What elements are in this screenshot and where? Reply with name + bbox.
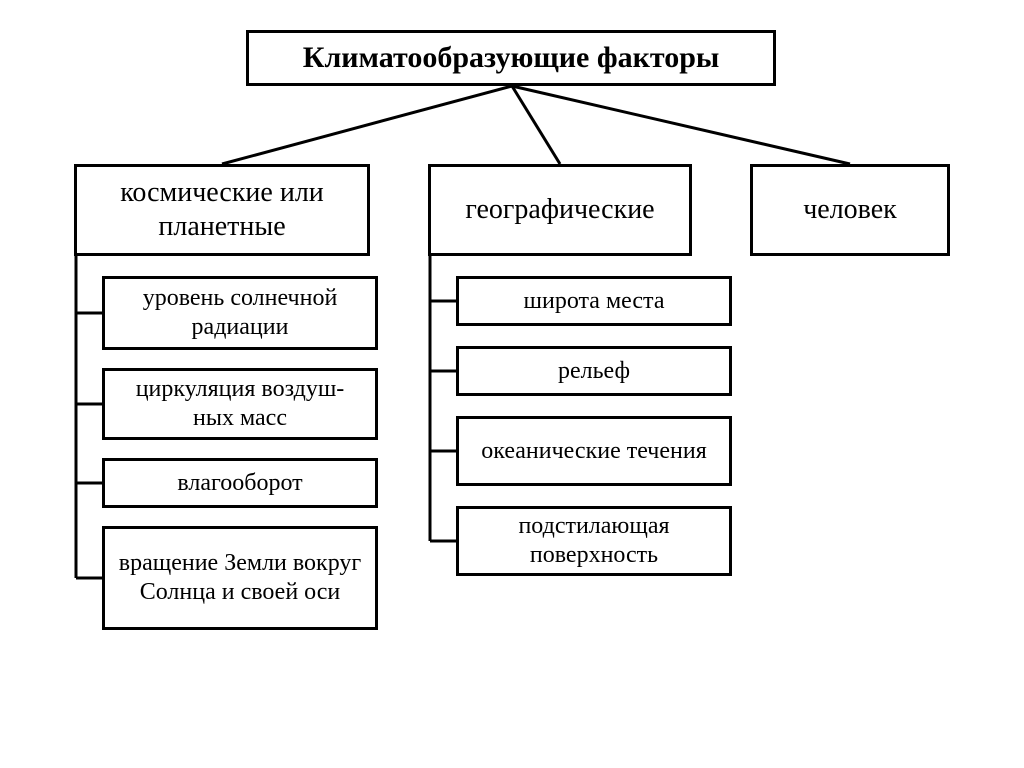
item-geographic-3: подстилающая поверхность	[456, 506, 732, 576]
item-cosmic-3: вращение Земли вокруг Солнца и своей оси	[102, 526, 378, 630]
item-geographic-1: рельеф	[456, 346, 732, 396]
category-label: человек	[803, 193, 897, 227]
title-text: Климатообразующие факторы	[303, 40, 720, 76]
title-box: Климатообразующие факторы	[246, 30, 776, 86]
item-cosmic-1: циркуляция воздуш- ных масс	[102, 368, 378, 440]
category-cosmic: космические или планетные	[74, 164, 370, 256]
category-label: географические	[465, 193, 654, 227]
item-label: океанические течения	[481, 437, 706, 466]
item-label: рельеф	[558, 357, 630, 386]
item-label: вращение Земли вокруг Солнца и своей оси	[115, 549, 365, 607]
item-label: широта места	[524, 287, 665, 316]
item-label: влагооборот	[177, 469, 302, 498]
item-cosmic-2: влагооборот	[102, 458, 378, 508]
category-label: космические или планетные	[87, 176, 357, 243]
item-geographic-0: широта места	[456, 276, 732, 326]
item-label: подстилающая поверхность	[469, 512, 719, 570]
item-label: циркуляция воздуш- ных масс	[136, 375, 345, 433]
item-cosmic-0: уровень солнечной радиации	[102, 276, 378, 350]
item-geographic-2: океанические течения	[456, 416, 732, 486]
category-human: человек	[750, 164, 950, 256]
category-geographic: географические	[428, 164, 692, 256]
item-label: уровень солнечной радиации	[115, 284, 365, 342]
